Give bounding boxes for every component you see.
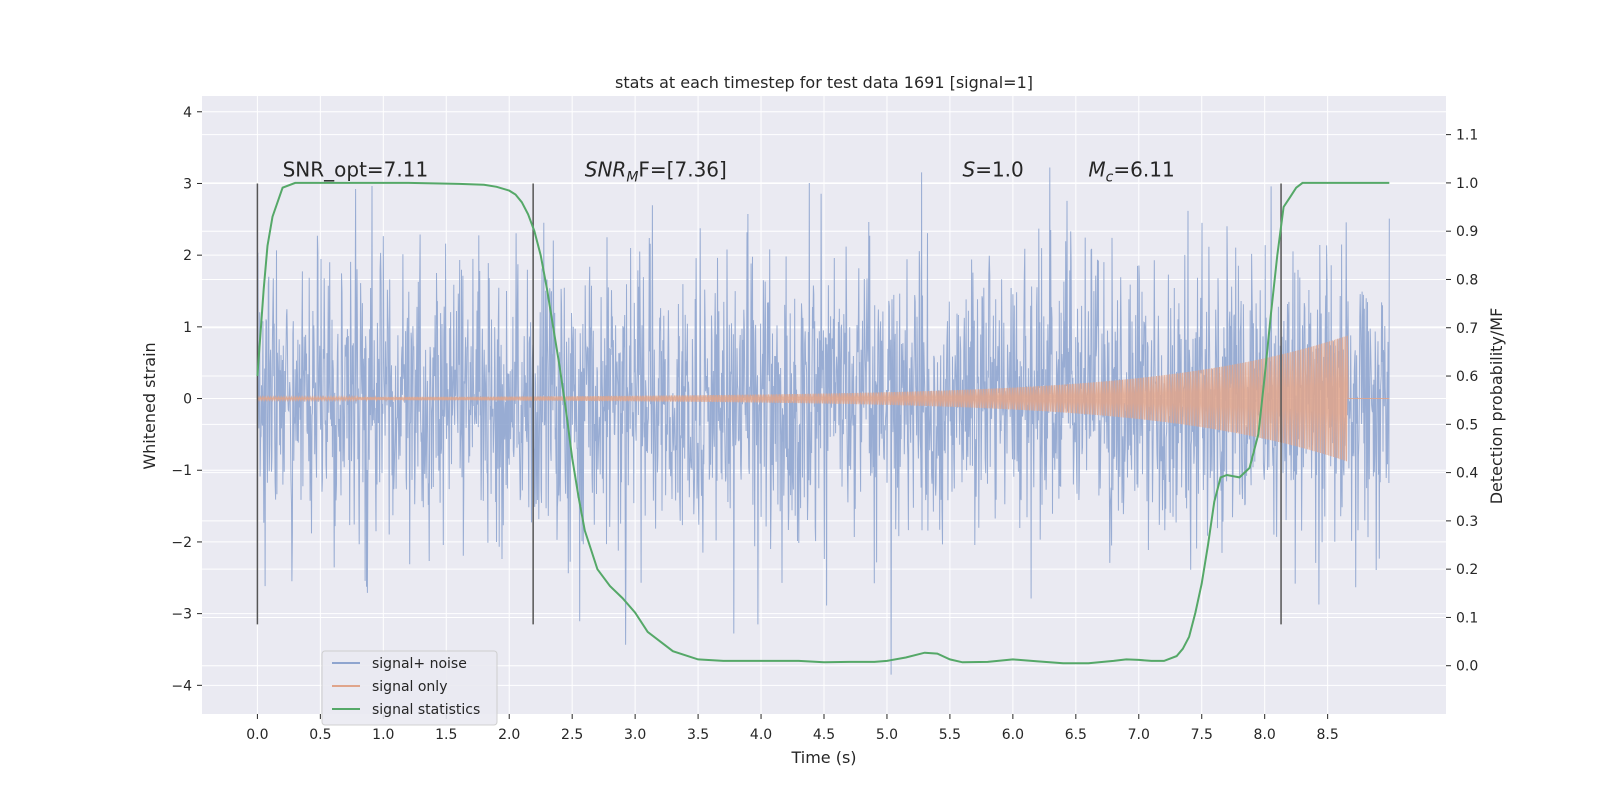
annotation-subscript: c [1106,169,1114,185]
y-tick-label: −3 [171,607,192,623]
x-tick-label: 7.5 [1191,727,1213,743]
y2-tick-label: 0.5 [1456,417,1478,433]
y-tick-label: −2 [171,535,192,551]
annotation-3: Mc=6.11 [1088,157,1174,185]
legend-label-signal-statistics: signal statistics [372,702,480,718]
x-tick-label: 6.0 [1002,727,1024,743]
y-tick-label: 3 [183,176,192,192]
axis-ticks: 0.0 0.5 1.0 1.5 2.0 2.5 3.0 3.5 4.0 4.5 5.0 5.5 6.0 6… [171,105,1478,743]
x-tick-label: 4.5 [813,727,835,743]
annotation-tail: =6.11 [1113,157,1174,181]
x-tick-label: 8.0 [1254,727,1276,743]
annotation-main: SNR [585,157,627,181]
y2-tick-label: 1.0 [1456,176,1478,192]
x-axis-label: Time (s) [790,748,856,767]
y2-tick-label: 0.2 [1456,562,1478,578]
signal-only-series [256,335,1390,462]
annotation-tail: F=[7.36] [638,157,726,181]
vertical-markers [256,183,1282,625]
y2-tick-label: 0.1 [1456,610,1478,626]
x-tick-label: 2.0 [498,727,520,743]
annotation-0: SNR_opt=7.11 [283,157,429,181]
signal-statistics-series [256,181,1390,665]
annotation-tail: =1.0 [975,157,1024,181]
x-tick-label: 0.0 [246,727,268,743]
y-tick-label: 1 [183,320,192,336]
annotation-main: M [1088,157,1105,181]
y-tick-label: −1 [171,463,192,479]
signal-statistics-line [256,181,1390,665]
annotations: SNR_opt=7.11 SNRMF=[7.36] S=1.0 Mc=6.11 [283,157,1175,185]
y2-axis-label: Detection probability/MF [1487,308,1506,505]
y2-tick-label: 0.4 [1456,466,1478,482]
y2-tick-label: 0.8 [1456,272,1478,288]
x-tick-label: 7.0 [1128,727,1150,743]
x-tick-label: 1.5 [435,727,457,743]
x-tick-label: 8.5 [1317,727,1339,743]
y2-tick-label: 0.0 [1456,659,1478,675]
y-tick-label: 0 [183,392,192,408]
y2-tick-label: 0.9 [1456,224,1478,240]
x-tick-label: 3.5 [687,727,709,743]
y-tick-label: 4 [183,105,192,121]
annotation-subscript: M [626,169,638,185]
x-tick-label: 3.0 [624,727,646,743]
x-tick-label: 5.5 [939,727,961,743]
chart-title: stats at each timestep for test data 169… [615,73,1033,92]
annotation-1: SNRMF=[7.36] [585,157,727,185]
x-tick-label: 6.5 [1065,727,1087,743]
x-tick-label: 5.0 [876,727,898,743]
y2-tick-label: 1.1 [1456,128,1478,144]
legend-box [321,650,498,726]
y2-tick-label: 0.7 [1456,321,1478,337]
x-tick-label: 4.0 [750,727,772,743]
x-tick-label: 1.0 [372,727,394,743]
annotation-main: S [963,157,976,181]
signal-only-line [256,335,1390,462]
legend: signal+ noise signal only signal statist… [321,650,498,726]
y-tick-label: −4 [171,678,192,694]
y2-tick-label: 0.6 [1456,369,1478,385]
x-tick-label: 0.5 [309,727,331,743]
x-tick-label: 2.5 [561,727,583,743]
y-tick-label: 2 [183,248,192,264]
y2-tick-label: 0.3 [1456,514,1478,530]
legend-label-signal-noise: signal+ noise [372,656,467,672]
legend-label-signal-only: signal only [372,679,447,695]
annotation-2: S=1.0 [963,157,1024,181]
y-axis-label: Whitened strain [140,342,159,469]
